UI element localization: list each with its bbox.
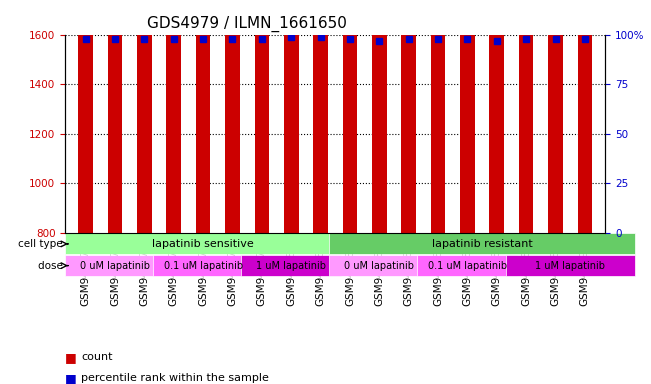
Bar: [577, 0, 592, 233]
Bar: [167, 0, 181, 233]
Bar: [284, 0, 299, 233]
FancyBboxPatch shape: [65, 255, 165, 276]
Text: percentile rank within the sample: percentile rank within the sample: [81, 373, 270, 383]
Text: 0.1 uM lapatinib: 0.1 uM lapatinib: [163, 261, 243, 271]
Text: 0.1 uM lapatinib: 0.1 uM lapatinib: [428, 261, 507, 271]
Bar: [342, 0, 357, 233]
FancyBboxPatch shape: [65, 233, 341, 254]
Bar: [78, 0, 93, 233]
Text: lapatinib sensitive: lapatinib sensitive: [152, 239, 254, 249]
Bar: [460, 0, 475, 233]
FancyBboxPatch shape: [329, 233, 635, 254]
Bar: [372, 17, 387, 233]
Bar: [107, 0, 122, 233]
Bar: [196, 0, 210, 233]
FancyBboxPatch shape: [153, 255, 253, 276]
Bar: [548, 0, 563, 233]
Text: ■: ■: [65, 372, 77, 384]
FancyBboxPatch shape: [506, 255, 635, 276]
Text: ■: ■: [65, 351, 77, 364]
FancyBboxPatch shape: [329, 255, 429, 276]
Bar: [401, 0, 416, 233]
Bar: [490, 2, 504, 233]
Bar: [225, 0, 240, 233]
Bar: [519, 0, 533, 233]
Text: cell type: cell type: [18, 239, 66, 249]
Text: dose: dose: [38, 261, 66, 271]
Bar: [255, 0, 270, 233]
Text: 1 uM lapatinib: 1 uM lapatinib: [535, 261, 605, 271]
Bar: [313, 0, 328, 233]
Text: count: count: [81, 352, 113, 362]
Text: GDS4979 / ILMN_1661650: GDS4979 / ILMN_1661650: [147, 15, 348, 31]
Bar: [137, 0, 152, 233]
Text: lapatinib resistant: lapatinib resistant: [432, 239, 533, 249]
FancyBboxPatch shape: [417, 255, 518, 276]
FancyBboxPatch shape: [242, 255, 341, 276]
Bar: [431, 0, 445, 233]
Text: 0 uM lapatinib: 0 uM lapatinib: [344, 261, 414, 271]
Text: 0 uM lapatinib: 0 uM lapatinib: [80, 261, 150, 271]
Text: 1 uM lapatinib: 1 uM lapatinib: [256, 261, 326, 271]
